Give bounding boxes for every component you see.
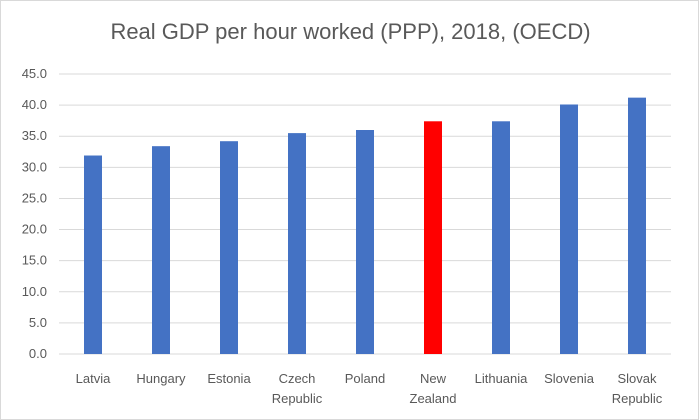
y-tick-label: 20.0 (22, 222, 47, 237)
bar (152, 146, 170, 354)
x-tick-label: Slovak (617, 371, 657, 386)
x-tick-label: Poland (345, 371, 385, 386)
bar (560, 104, 578, 354)
y-tick-label: 30.0 (22, 159, 47, 174)
x-tick-label: Republic (612, 391, 663, 406)
y-tick-label: 25.0 (22, 190, 47, 205)
y-tick-label: 45.0 (22, 66, 47, 81)
y-tick-label: 10.0 (22, 284, 47, 299)
bar (288, 133, 306, 354)
x-tick-label: Hungary (136, 371, 186, 386)
bar (84, 155, 102, 354)
y-tick-label: 35.0 (22, 128, 47, 143)
y-tick-label: 40.0 (22, 97, 47, 112)
bar (356, 130, 374, 354)
bar (492, 121, 510, 355)
x-tick-label: New (420, 371, 447, 386)
chart-title: Real GDP per hour worked (PPP), 2018, (O… (110, 19, 591, 44)
bar (220, 141, 238, 354)
x-tick-label: Zealand (410, 391, 457, 406)
bar (424, 121, 442, 355)
x-tick-label: Czech (279, 371, 316, 386)
x-tick-label: Slovenia (544, 371, 595, 386)
x-tick-label: Estonia (207, 371, 251, 386)
y-tick-label: 0.0 (29, 346, 47, 361)
bar (628, 97, 646, 355)
y-tick-label: 15.0 (22, 253, 47, 268)
x-tick-label: Republic (272, 391, 323, 406)
y-tick-label: 5.0 (29, 315, 47, 330)
x-tick-label: Lithuania (475, 371, 529, 386)
x-tick-label: Latvia (76, 371, 111, 386)
